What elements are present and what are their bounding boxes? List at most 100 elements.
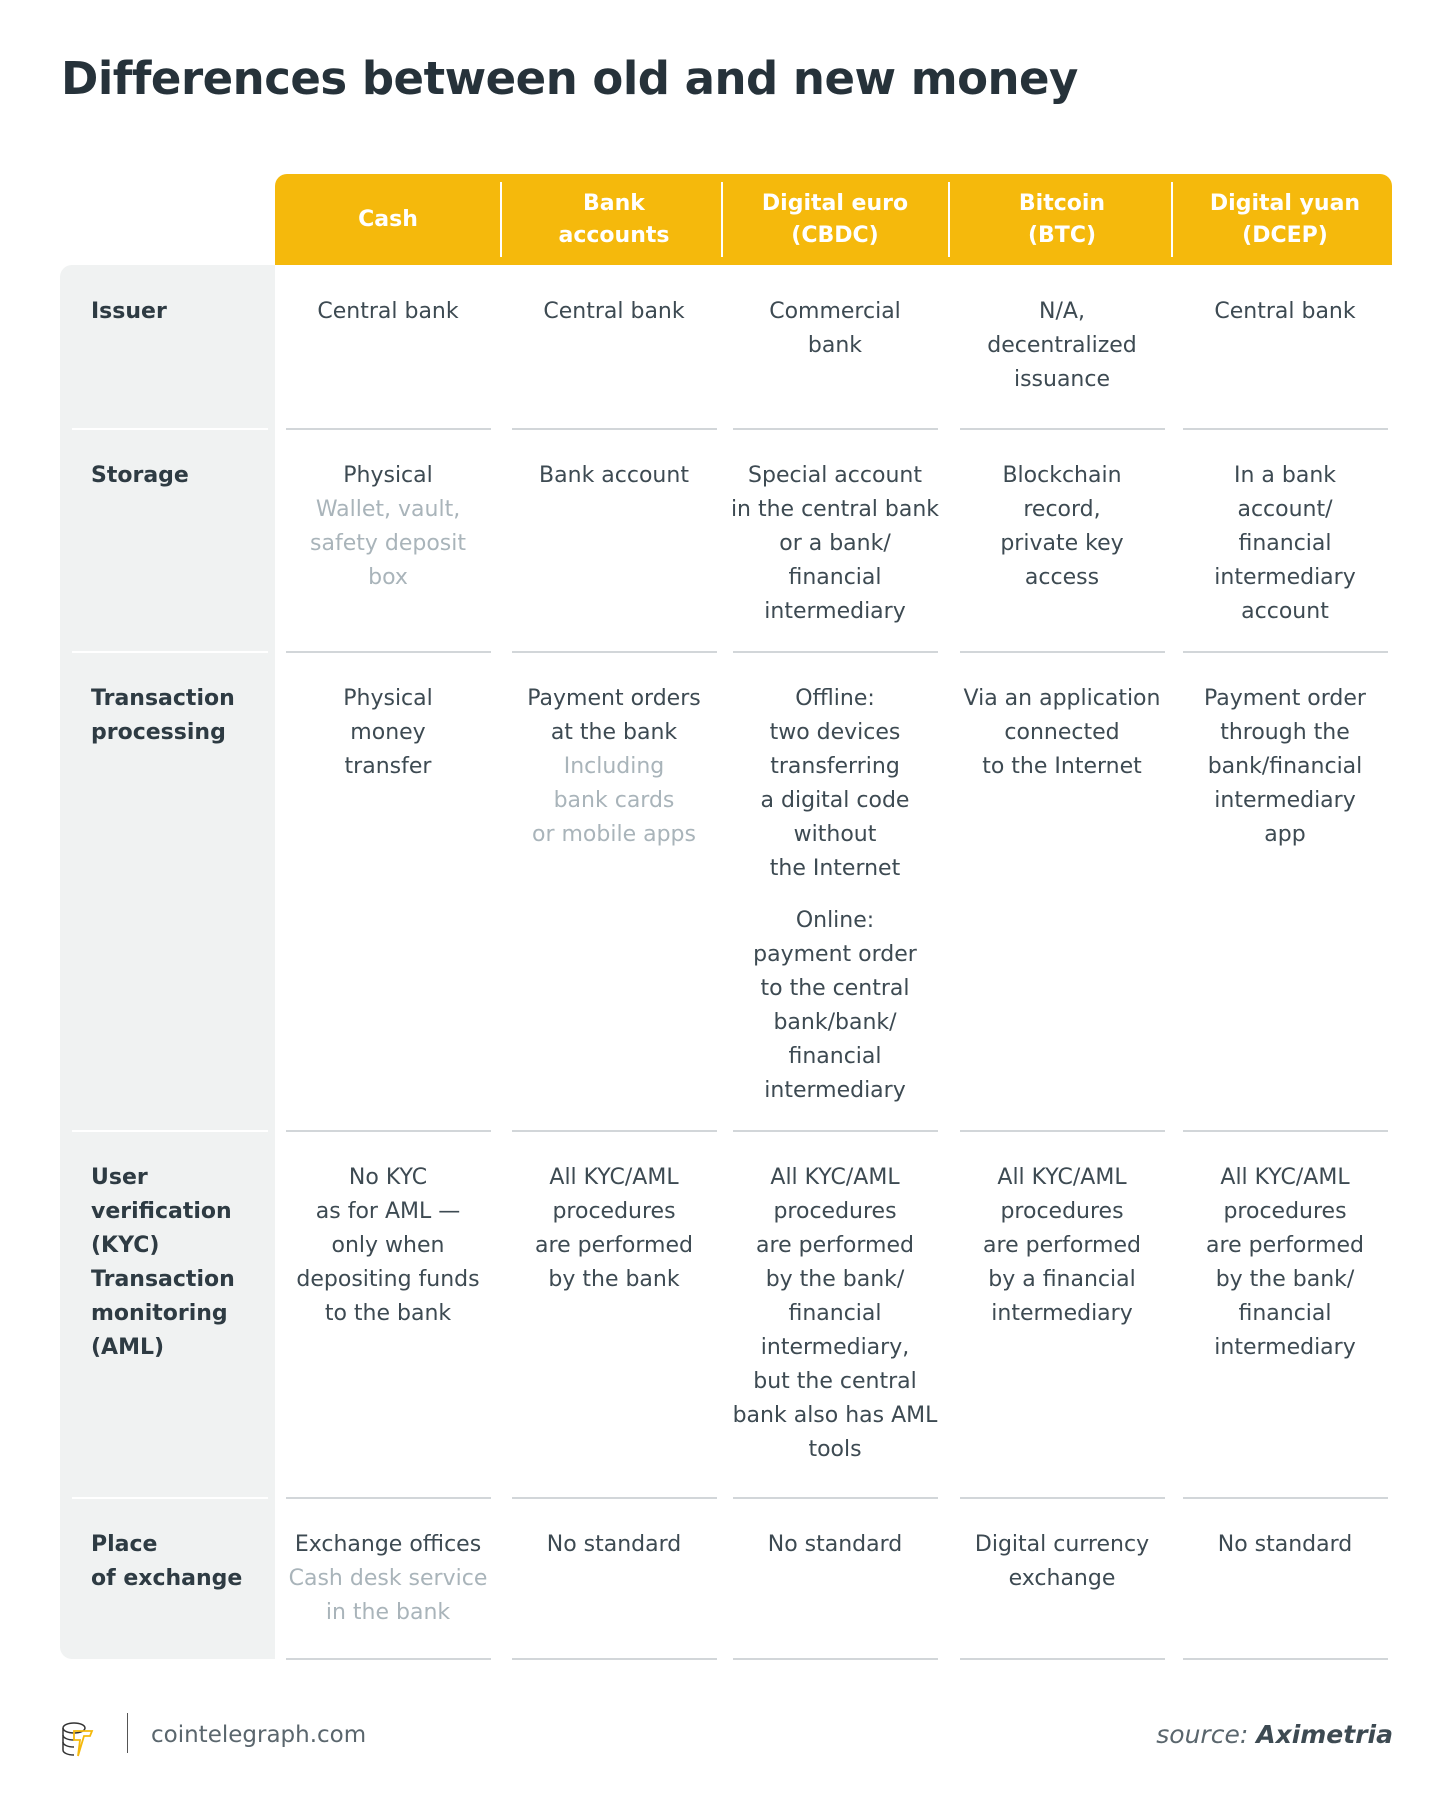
cell-text: All KYC/AML procedures are performed by … — [983, 1165, 1141, 1326]
row-divider — [960, 1130, 1165, 1132]
footer-divider — [127, 1713, 128, 1753]
table-cell: No standard — [722, 1528, 948, 1562]
table-cell: Payment order through the bank/financial… — [1172, 682, 1398, 852]
column-header: Cash — [358, 206, 418, 232]
row-divider — [1183, 428, 1388, 430]
row-label: Place of exchange — [91, 1532, 243, 1591]
row-label: Issuer — [91, 299, 167, 324]
table-cell: Central bank — [1172, 295, 1398, 329]
header-separator — [1171, 182, 1173, 257]
label-divider — [72, 428, 268, 430]
table-cell: All KYC/AML procedures are performed by … — [1172, 1161, 1398, 1365]
row-divider — [1183, 1658, 1388, 1660]
cell-text: Payment order through the bank/financial… — [1204, 686, 1366, 847]
cell-text: All KYC/AML procedures are performed by … — [732, 1165, 938, 1462]
table-cell: N/A, decentralized issuance — [949, 295, 1175, 397]
table-cell: Blockchain record, private key access — [949, 459, 1175, 595]
footer-site: cointelegraph.com — [151, 1722, 367, 1748]
column-header: Digital yuan (DCEP) — [1209, 190, 1361, 248]
table-cell: Physical Wallet, vault, safety deposit bo… — [275, 459, 501, 595]
cell-text: Central bank — [1214, 299, 1356, 324]
row-divider — [733, 651, 938, 653]
row-divider — [512, 1497, 717, 1499]
cell-text: Bank account — [539, 463, 689, 488]
cell-text: Offline: two devices transferring a digi… — [760, 686, 910, 881]
cell-text: All KYC/AML procedures are performed by … — [535, 1165, 693, 1292]
label-divider — [72, 651, 268, 653]
cell-text: Central bank — [317, 299, 459, 324]
table-cell: Exchange offices Cash desk service in the… — [275, 1528, 501, 1630]
cell-text: N/A, decentralized issuance — [987, 299, 1137, 392]
column-header: Bank accounts — [558, 190, 670, 248]
column-header-band: Cash Bank accounts Digital euro (CBDC) Bitc… — [275, 174, 1392, 265]
table-cell: Digital currency exchange — [949, 1528, 1175, 1596]
column-header: Digital euro (CBDC) — [761, 190, 909, 248]
table-cell: No standard — [1172, 1528, 1398, 1562]
label-divider — [72, 1130, 268, 1132]
row-divider — [1183, 1497, 1388, 1499]
table-cell: Central bank — [501, 295, 727, 329]
row-divider — [286, 1130, 491, 1132]
row-label: Transaction processing — [91, 686, 235, 745]
table-cell: Offline: two devices transferring a digi… — [722, 682, 948, 1108]
row-divider — [733, 1497, 938, 1499]
table-cell: All KYC/AML procedures are performed by … — [501, 1161, 727, 1297]
row-divider — [1183, 1130, 1388, 1132]
column-header: Bitcoin (BTC) — [1018, 190, 1106, 248]
cell-text: Via an application connected to the Inte… — [963, 686, 1161, 779]
row-divider — [286, 428, 491, 430]
table-cell: Payment orders at the bank Including bank… — [501, 682, 727, 852]
cell-text: No standard — [546, 1532, 682, 1557]
row-divider — [512, 428, 717, 430]
table-cell: All KYC/AML procedures are performed by … — [722, 1161, 948, 1467]
cell-text: No KYC as for AML — only when depositing… — [296, 1165, 480, 1326]
cell-text: In a bank account/ financial intermediar… — [1214, 463, 1356, 624]
row-label: User verification (KYC) Transaction moni… — [91, 1165, 235, 1360]
cell-text: Central bank — [543, 299, 685, 324]
row-label: Storage — [91, 463, 189, 488]
table-cell: No KYC as for AML — only when depositing… — [275, 1161, 501, 1331]
table-cell: Special account in the central bank or a… — [722, 459, 948, 629]
cell-text: Physical — [343, 463, 433, 488]
cell-text: Special account in the central bank or a… — [730, 463, 940, 624]
row-divider — [512, 1658, 717, 1660]
table-cell: No standard — [501, 1528, 727, 1562]
cell-text: Digital currency exchange — [974, 1532, 1150, 1591]
cell-text: Physical money transfer — [343, 686, 433, 779]
row-divider — [960, 428, 1165, 430]
header-separator — [948, 182, 950, 257]
cell-text: Commercial bank — [769, 299, 901, 358]
cell-text: Exchange offices — [294, 1532, 482, 1557]
row-divider — [512, 651, 717, 653]
cell-note: Including bank cards or mobile apps — [532, 754, 696, 847]
table-cell: Via an application connected to the Inte… — [949, 682, 1175, 784]
source-credit: source: Aximetria — [1156, 1720, 1393, 1749]
table-cell: In a bank account/ financial intermediar… — [1172, 459, 1398, 629]
row-divider — [286, 1497, 491, 1499]
cell-note: Wallet, vault, safety deposit box — [310, 497, 466, 590]
row-divider — [512, 1130, 717, 1132]
table-cell: Bank account — [501, 459, 727, 493]
table-cell: Central bank — [275, 295, 501, 329]
row-divider — [286, 1658, 491, 1660]
cointelegraph-logo-icon — [62, 1722, 94, 1757]
cell-text: No standard — [1217, 1532, 1353, 1557]
source-prefix: source: — [1156, 1720, 1249, 1749]
cell-text: All KYC/AML procedures are performed by … — [1206, 1165, 1364, 1360]
cell-text: Blockchain record, private key access — [1000, 463, 1124, 590]
row-divider — [733, 1130, 938, 1132]
row-divider — [960, 651, 1165, 653]
cell-note: Cash desk service in the bank — [288, 1566, 488, 1625]
table-cell: Physical money transfer — [275, 682, 501, 784]
row-divider — [733, 1658, 938, 1660]
row-divider — [1183, 651, 1388, 653]
row-divider — [960, 1658, 1165, 1660]
header-separator — [721, 182, 723, 257]
label-divider — [72, 1497, 268, 1499]
table-cell: Commercial bank — [722, 295, 948, 363]
row-divider — [960, 1497, 1165, 1499]
cell-text: Online: payment order to the central ban… — [753, 908, 917, 1103]
row-divider — [733, 428, 938, 430]
cell-text: Payment orders at the bank — [527, 686, 701, 745]
row-divider — [286, 651, 491, 653]
